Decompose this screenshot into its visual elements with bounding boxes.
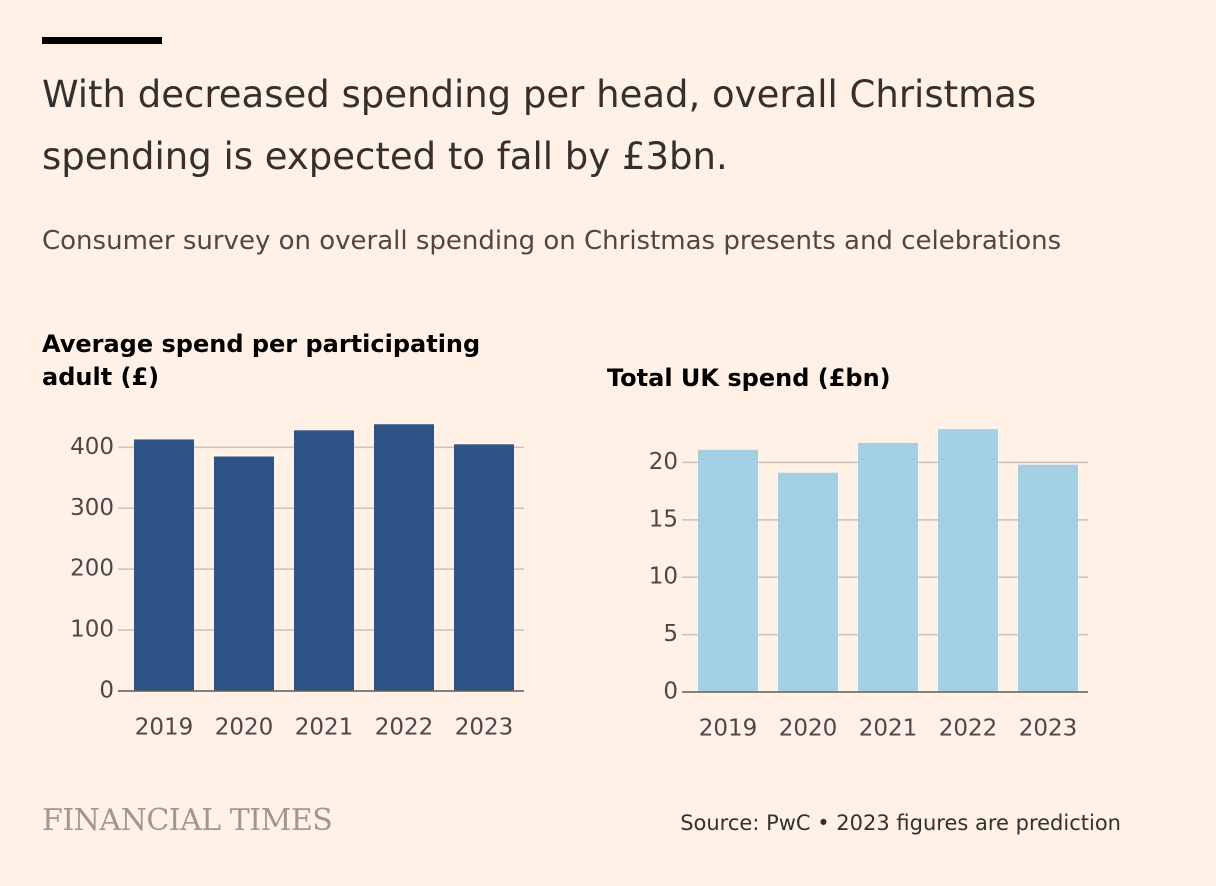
bar [858, 442, 918, 692]
x-tick-label: 2022 [375, 715, 434, 741]
x-tick-label: 2020 [779, 716, 838, 742]
y-tick-label: 20 [649, 449, 678, 475]
bar [1018, 464, 1078, 692]
x-tick-label: 2021 [295, 715, 354, 741]
x-tick-label: 2023 [1019, 716, 1078, 742]
top-rule [42, 37, 162, 44]
source: Source: PwC • 2023 figures are predictio… [680, 811, 1121, 835]
x-tick-label: 2019 [699, 716, 758, 742]
x-tick-label: 2022 [939, 716, 998, 742]
chart-title: Average spend per participating adult (£… [42, 330, 481, 391]
y-tick-label: 5 [663, 621, 678, 647]
bar [134, 439, 194, 691]
title: With decreased spending per head, overal… [42, 73, 1037, 178]
y-tick-label: 200 [70, 556, 114, 582]
y-tick-label: 0 [99, 678, 114, 704]
x-tick-label: 2020 [215, 715, 274, 741]
x-tick-label: 2021 [859, 716, 918, 742]
bar [698, 449, 758, 692]
y-tick-label: 100 [70, 617, 114, 643]
subtitle: Consumer survey on overall spending on C… [42, 226, 1062, 256]
chart-title: Total UK spend (£bn) [607, 364, 891, 392]
y-tick-label: 15 [649, 506, 678, 532]
y-tick-label: 10 [649, 564, 678, 590]
bar [778, 472, 838, 692]
bar [294, 430, 354, 691]
x-tick-label: 2023 [455, 715, 514, 741]
x-tick-label: 2019 [135, 715, 194, 741]
brand: FINANCIAL TIMES [42, 803, 333, 838]
bar [938, 429, 998, 692]
bar [454, 444, 514, 691]
y-tick-label: 300 [70, 495, 114, 521]
y-tick-label: 0 [663, 679, 678, 705]
y-tick-label: 400 [70, 434, 114, 460]
bar [374, 424, 434, 691]
bar [214, 456, 274, 691]
